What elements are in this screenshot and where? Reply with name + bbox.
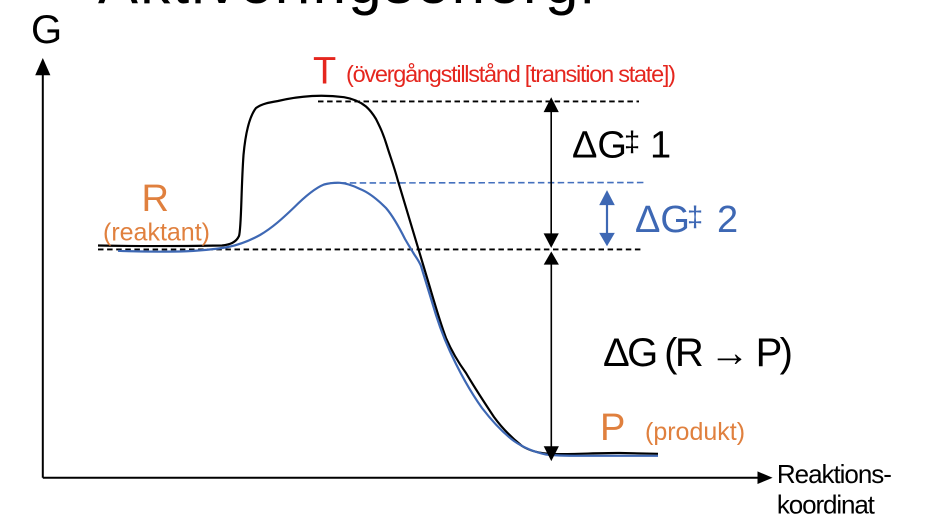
svg-text:(övergångstillstånd [transitio: (övergångstillstånd [transition state]) xyxy=(346,61,676,87)
svg-text:Reaktions-: Reaktions- xyxy=(777,459,892,489)
svg-text:G: G xyxy=(31,8,62,52)
svg-text:koordinat: koordinat xyxy=(777,490,876,520)
svg-text:‡: ‡ xyxy=(624,126,640,158)
svg-text:‡: ‡ xyxy=(687,201,703,233)
svg-text:P: P xyxy=(600,407,625,449)
svg-text:2: 2 xyxy=(717,199,738,241)
svg-text:(produkt): (produkt) xyxy=(645,418,745,446)
svg-text:(reaktant): (reaktant) xyxy=(103,219,210,247)
svg-text:T: T xyxy=(313,51,336,93)
svg-text:ΔG: ΔG xyxy=(572,124,627,166)
svg-text:ΔG: ΔG xyxy=(635,199,690,241)
svg-text:R: R xyxy=(142,178,169,220)
svg-text:ΔG (R → P): ΔG (R → P) xyxy=(603,331,793,375)
svg-text:1: 1 xyxy=(650,124,671,166)
